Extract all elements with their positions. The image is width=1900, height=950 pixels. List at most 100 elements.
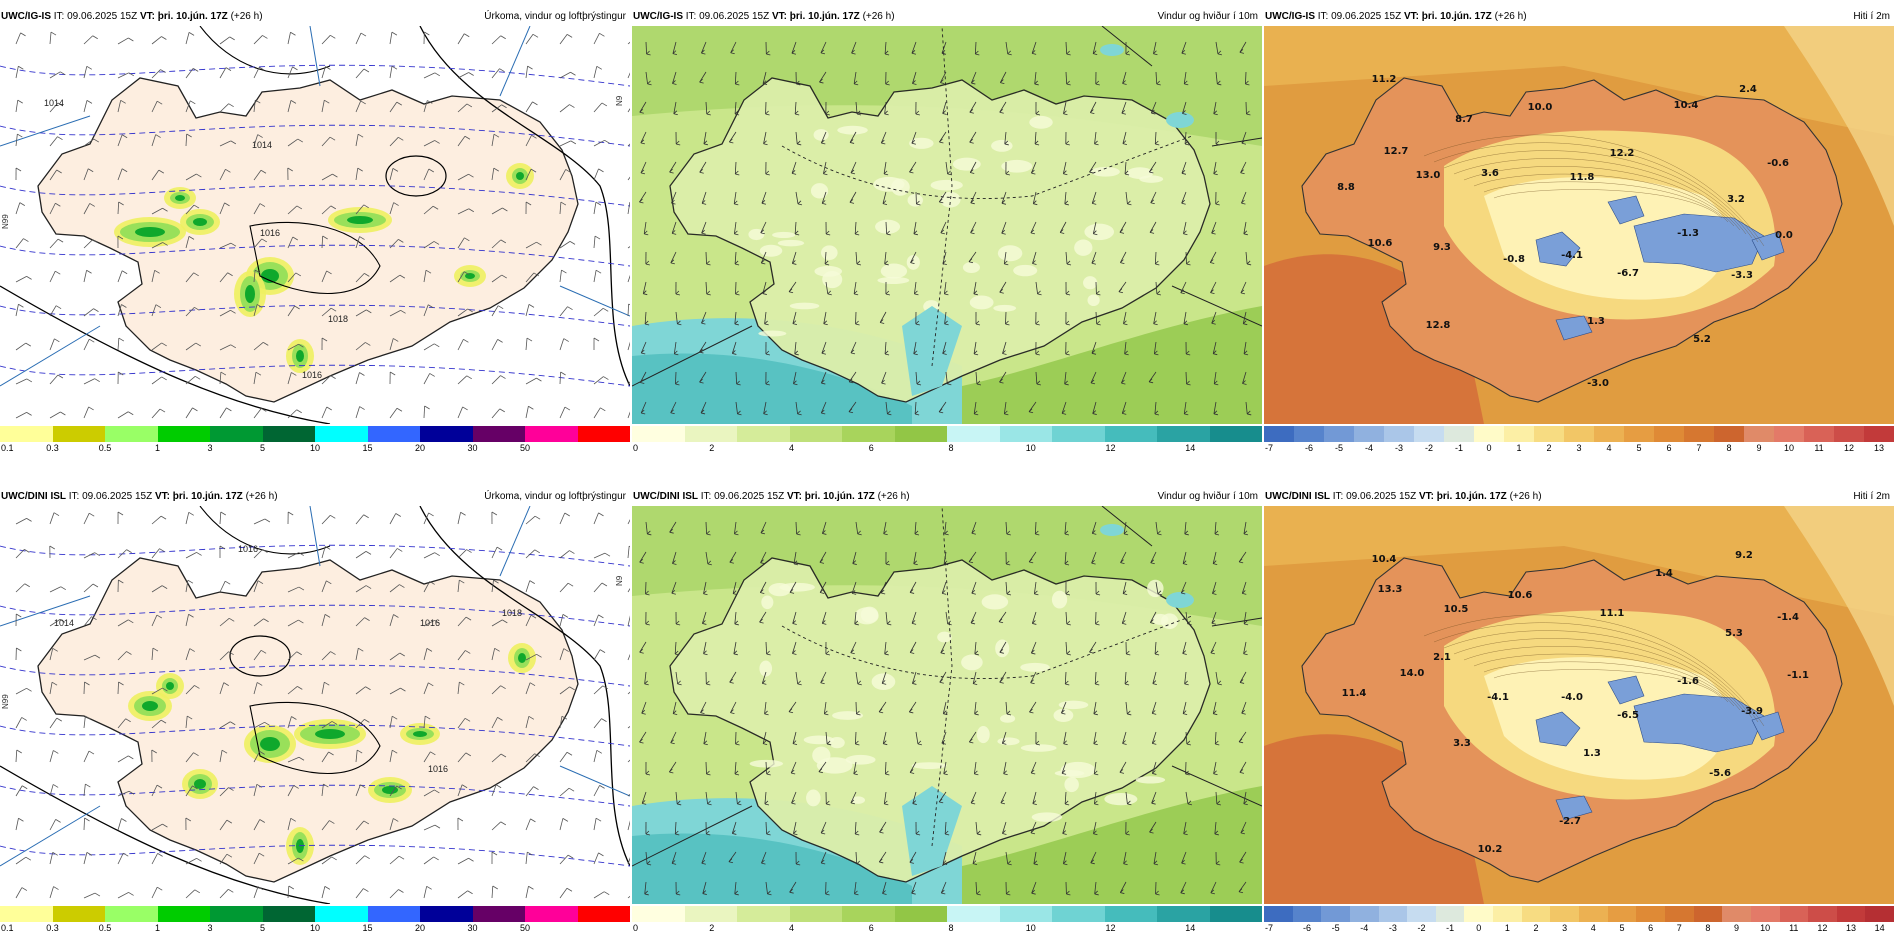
isobar-label: 1014 (252, 140, 272, 150)
temperature-label: 5.2 (1693, 334, 1711, 345)
colorbar (1264, 906, 1895, 922)
colorbar-segment (737, 906, 790, 922)
colorbar (1264, 426, 1894, 442)
colorbar-tick-label: -3 (1388, 923, 1397, 933)
colorbar-segment (1564, 426, 1594, 442)
side-grid-label: N99 (1, 214, 10, 229)
colorbar-tick-label: 7 (1696, 443, 1702, 453)
colorbar-segment (737, 426, 790, 442)
colorbar (632, 906, 1262, 922)
temperature-label: 8.8 (1337, 182, 1355, 193)
temperature-label: 11.4 (1342, 688, 1367, 699)
map-panel-wind-dini: UWC/DINI ISL IT: 09.06.2025 15Z VT: þri.… (632, 488, 1262, 950)
colorbar-segment (420, 426, 473, 442)
colorbar-segment (1052, 426, 1105, 442)
colorbar-segment (1157, 906, 1210, 922)
colorbar-tick-label: 7 (1676, 923, 1682, 933)
colorbar-tick-label: 10 (1025, 923, 1036, 933)
colorbar-segment (1264, 426, 1294, 442)
model-name: UWC/IG-IS (1265, 11, 1315, 22)
colorbar-ticks: 0 2 4 6 8 10 12 14 (632, 443, 1262, 455)
temperature-label: 10.4 (1674, 100, 1699, 111)
colorbar-tick-label: 0.1 (1, 443, 14, 453)
colorbar-segment (894, 906, 947, 922)
colorbar-tick-label: 0.3 (46, 923, 59, 933)
colorbar-segment (1294, 426, 1324, 442)
temperature-label: -3.3 (1731, 270, 1753, 281)
temperature-label: -2.7 (1559, 816, 1581, 827)
colorbar-segment (1321, 906, 1350, 922)
colorbar-tick-label: -5 (1334, 443, 1344, 453)
colorbar-segment (1292, 906, 1322, 922)
colorbar-tick-label: 0.5 (98, 443, 112, 453)
colorbar-tick-label: -6 (1304, 443, 1314, 453)
colorbar-segment (947, 906, 1000, 922)
colorbar-segment (1864, 426, 1894, 442)
panel-header: UWC/DINI ISL IT: 09.06.2025 15Z VT: þri.… (0, 488, 630, 506)
colorbar-tick-label: 14 (1185, 443, 1196, 453)
colorbar-segment (1624, 426, 1654, 442)
colorbar-segment (1407, 906, 1436, 922)
lead-time: (+26 h) (230, 11, 263, 22)
colorbar-tick-label: 1 (154, 443, 161, 453)
colorbar-segment (1493, 906, 1522, 922)
colorbar (0, 426, 630, 442)
colorbar-segment (210, 426, 263, 442)
temperature-label: 1.3 (1587, 316, 1605, 327)
colorbar-ticks: 0.1 0.3 0.5 1 3 5 10 15 20 30 50 (0, 923, 630, 935)
colorbar-segment (315, 906, 368, 922)
colorbar-segment (789, 906, 842, 922)
colorbar-tick-label: -1 (1454, 443, 1464, 453)
panel-header: UWC/IG-IS IT: 09.06.2025 15Z VT: þri. 10… (1264, 8, 1894, 26)
isobar-label: 1016 (238, 544, 258, 554)
model-name: UWC/IG-IS (633, 11, 683, 22)
colorbar-tick-label: 3 (207, 923, 213, 933)
colorbar-segment (525, 906, 578, 922)
colorbar-tick-label: 14 (1874, 923, 1885, 933)
colorbar-segment (1684, 426, 1714, 442)
colorbar-segment (999, 906, 1052, 922)
colorbar-tick-label: 6 (868, 923, 874, 933)
colorbar-segment (315, 426, 368, 442)
lead-time: (+26 h) (1494, 11, 1527, 22)
colorbar-ticks: -7 -6 -5 -4 -3 -2 -1 0 1 2 3 4 5 6 7 8 9 10 11 12 13 (1264, 443, 1894, 455)
colorbar-segment (472, 426, 525, 442)
colorbar-segment (577, 906, 630, 922)
colorbar-segment (842, 906, 895, 922)
colorbar-tick-label: 20 (414, 443, 426, 453)
colorbar-segment (1324, 426, 1354, 442)
colorbar-tick-label: 2 (709, 923, 715, 933)
colorbar-tick-label: 0.1 (1, 923, 14, 933)
colorbar-segment (1378, 906, 1408, 922)
isobar-label: 1018 (328, 314, 348, 324)
temperature-label: 12.2 (1610, 148, 1635, 159)
colorbar-tick-label: 13 (1873, 443, 1885, 453)
side-grid-label: N9 (615, 95, 624, 106)
valid-time: VT: þri. 10.jún. 17Z (1403, 11, 1492, 22)
colorbar-segment (1435, 906, 1465, 922)
colorbar-tick-label: 2 (709, 443, 715, 453)
map-area: 1014 1014 1016 1018 1016 N99 N9 (0, 26, 630, 424)
map-area (632, 506, 1262, 904)
map-panel-temp-igis: UWC/IG-IS IT: 09.06.2025 15Z VT: þri. 10… (1264, 8, 1894, 470)
colorbar-tick-label: 30 (467, 443, 478, 453)
colorbar-segment (420, 906, 473, 922)
colorbar-tick-label: 2 (1533, 923, 1539, 933)
temperature-label: -0.8 (1503, 254, 1525, 265)
temperature-label: -4.1 (1561, 250, 1583, 261)
colorbar-tick-label: -7 (1265, 923, 1274, 933)
temperature-label: 3.2 (1727, 194, 1745, 205)
colorbar-tick-label: 0 (1476, 923, 1482, 933)
colorbar-segment (894, 426, 947, 442)
temperature-label: 14.0 (1400, 668, 1425, 679)
init-time: IT: 09.06.2025 15Z (1332, 491, 1417, 502)
colorbar-segment (999, 426, 1052, 442)
colorbar-tick-label: 9 (1756, 443, 1762, 453)
map-area: 10.4 9.2 1.4 13.3 10.6 10.5 11.1 5.3 -1.4 2.1 14.0… (1264, 506, 1894, 904)
colorbar-tick-label: -4 (1360, 923, 1369, 933)
colorbar-tick-label: 5 (1619, 923, 1625, 933)
colorbar-tick-label: 15 (362, 443, 373, 453)
colorbar-segment (1654, 426, 1684, 442)
temperature-label: 3.3 (1453, 738, 1471, 749)
colorbar-segment (0, 426, 53, 442)
